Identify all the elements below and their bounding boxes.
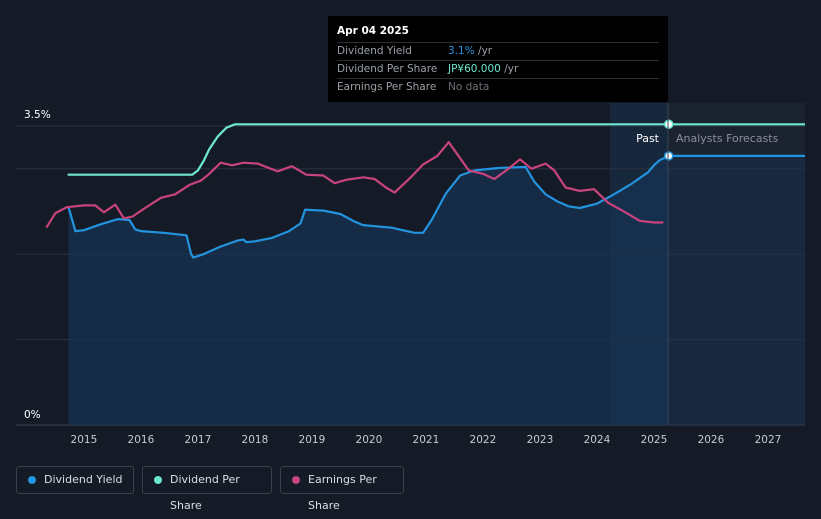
forecast-label: Analysts Forecasts bbox=[676, 132, 779, 145]
tooltip-value-text: 3.1% bbox=[448, 45, 475, 57]
dividend-yield-marker bbox=[664, 151, 674, 161]
x-tick-label: 2026 bbox=[698, 434, 725, 446]
tooltip-row-label: Earnings Per Share bbox=[337, 81, 437, 93]
tooltip-date: Apr 04 2025 bbox=[337, 22, 659, 43]
legend-item-dividend-yield[interactable]: Dividend Yield bbox=[16, 466, 134, 494]
legend-dot-icon bbox=[28, 476, 36, 484]
tooltip-row-label: Dividend Per Share bbox=[337, 63, 438, 75]
tooltip: Apr 04 2025 Dividend Yield 3.1% /yr Divide… bbox=[328, 16, 668, 102]
y-tick-label: 3.5% bbox=[24, 109, 51, 121]
tooltip-row: Earnings Per Share No data bbox=[337, 79, 659, 96]
legend-dot-icon bbox=[154, 476, 162, 484]
tooltip-value-text: JP¥60.000 bbox=[448, 63, 501, 75]
dividend-per-share-marker bbox=[664, 119, 674, 130]
x-tick-label: 2025 bbox=[641, 434, 668, 446]
dividend-yield-line bbox=[67, 154, 670, 259]
tooltip-row-value: JP¥60.000 /yr bbox=[448, 61, 518, 78]
tooltip-row-label: Dividend Yield bbox=[337, 45, 412, 57]
x-tick-label: 2021 bbox=[413, 434, 440, 446]
tooltip-row-value: 3.1% /yr bbox=[448, 43, 492, 60]
dividend-yield-forecast-area bbox=[668, 155, 805, 425]
tooltip-row: Dividend Per Share JP¥60.000 /yr bbox=[337, 61, 659, 79]
tooltip-value-suffix: /yr bbox=[474, 45, 493, 57]
past-label: Past bbox=[636, 132, 660, 145]
dividend-per-share-line bbox=[67, 123, 670, 176]
x-tick-label: 2023 bbox=[527, 434, 554, 446]
x-tick-label: 2017 bbox=[185, 434, 212, 446]
x-tick-label: 2015 bbox=[71, 434, 98, 446]
x-tick-label: 2018 bbox=[242, 434, 269, 446]
legend-dot-icon bbox=[292, 476, 300, 484]
tooltip-value-text: No data bbox=[448, 81, 490, 93]
legend-item-dividend-per-share[interactable]: Dividend Per Share bbox=[142, 466, 272, 512]
tooltip-row-value: No data bbox=[448, 79, 489, 96]
tooltip-row: Dividend Yield 3.1% /yr bbox=[337, 43, 659, 61]
x-tick-label: 2016 bbox=[128, 434, 155, 446]
tooltip-value-suffix: /yr bbox=[500, 63, 519, 75]
dividend-chart: Past Analysts Forecasts 2015 2016 2017 2018… bbox=[16, 103, 805, 446]
x-tick-label: 2019 bbox=[299, 434, 326, 446]
x-tick-label: 2027 bbox=[755, 434, 782, 446]
legend-item-label: Dividend Yield bbox=[44, 473, 123, 486]
y-tick-label: 0% bbox=[24, 409, 41, 421]
legend-item-earnings-per-share[interactable]: Earnings Per Share bbox=[280, 466, 404, 512]
x-tick-label: 2022 bbox=[470, 434, 497, 446]
earnings-per-share-line bbox=[45, 141, 664, 228]
x-tick-label: 2024 bbox=[584, 434, 611, 446]
x-tick-label: 2020 bbox=[356, 434, 383, 446]
dividend-yield-area bbox=[68, 155, 669, 425]
